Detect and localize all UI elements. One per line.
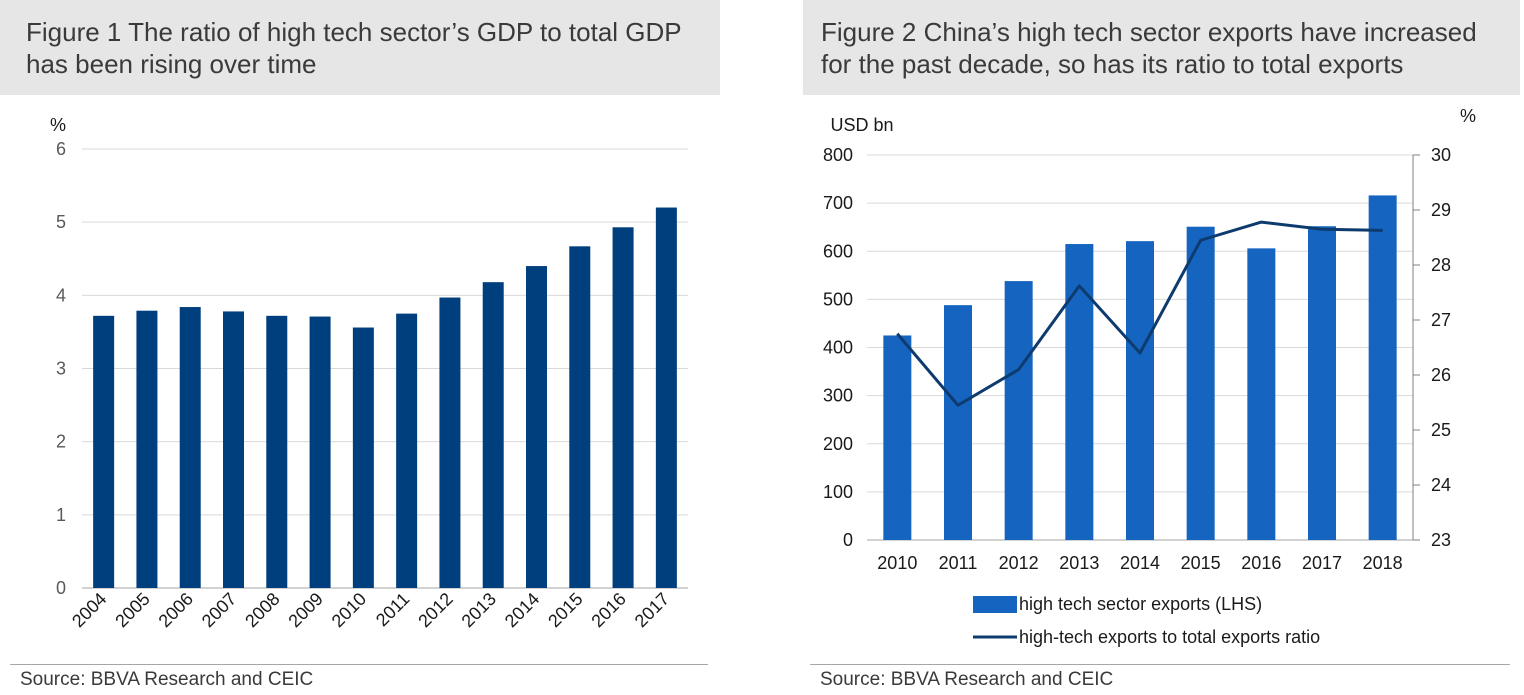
bar	[1126, 241, 1154, 540]
y-axis-label: USD bn	[830, 115, 893, 135]
y-tick-label: 0	[843, 530, 853, 550]
y2-tick-label: 25	[1431, 420, 1451, 440]
y-tick-label: 700	[823, 193, 853, 213]
y2-axis-label: %	[1460, 106, 1476, 126]
legend-bar-swatch	[973, 596, 1017, 613]
x-tick-label: 2011	[939, 553, 978, 573]
y2-tick-label: 23	[1431, 530, 1451, 550]
figure2-combo-chart: 0 100 200 300 400 500 600 700 800 23 24 25 26 27 28 29 3…	[0, 0, 1524, 665]
x-tick-label: 2014	[1120, 553, 1160, 573]
y-tick-label: 200	[823, 434, 853, 454]
y-tick-label: 300	[823, 386, 853, 406]
y2-tick-label: 26	[1431, 365, 1451, 385]
bar	[944, 305, 972, 540]
y-tick-label: 500	[823, 289, 853, 309]
bar	[1308, 226, 1336, 540]
x-tick-label: 2015	[1181, 553, 1221, 573]
legend-bar-label: high tech sector exports (LHS)	[1019, 594, 1262, 614]
y2-tick-label: 24	[1431, 475, 1451, 495]
figure1-source: Source: BBVA Research and CEIC	[10, 664, 708, 693]
bar	[1369, 195, 1397, 540]
x-tick-label: 2010	[877, 553, 917, 573]
x-tick-label: 2018	[1363, 553, 1403, 573]
x-tick-label: 2012	[999, 553, 1039, 573]
y-tick-label: 400	[823, 338, 853, 358]
bar	[1187, 227, 1215, 540]
legend-line-label: high-tech exports to total exports ratio	[1019, 627, 1320, 647]
y-tick-label: 600	[823, 241, 853, 261]
x-tick-label: 2017	[1302, 553, 1342, 573]
y2-tick-label: 28	[1431, 255, 1451, 275]
y-tick-label: 800	[823, 145, 853, 165]
y2-tick-label: 30	[1431, 145, 1451, 165]
x-tick-label: 2013	[1059, 553, 1099, 573]
bar	[1247, 248, 1275, 540]
bar	[883, 335, 911, 540]
y2-tick-label: 29	[1431, 200, 1451, 220]
figure2-source: Source: BBVA Research and CEIC	[810, 664, 1510, 693]
x-tick-label: 2016	[1241, 553, 1281, 573]
y2-tick-label: 27	[1431, 310, 1451, 330]
y-tick-label: 100	[823, 482, 853, 502]
bar	[1005, 281, 1033, 540]
